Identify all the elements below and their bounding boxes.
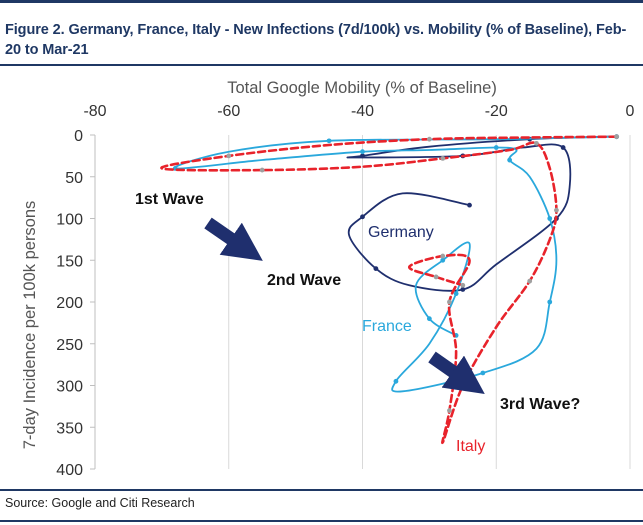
series-point-germany: [560, 145, 566, 150]
mobility-vs-incidence-chart: -80 -60 -40 -20 0 0 50 100 150 200 250 300 350 400 1s…: [21, 79, 635, 479]
annotation-layer: 1st Wave 2nd Wave 3rd Wave?: [135, 191, 580, 413]
series-line-italy: [160, 135, 618, 445]
series-point-italy: [614, 134, 620, 140]
wave-arrow-1: [204, 217, 263, 261]
series-point-france: [493, 145, 499, 150]
y-tick-label: 250: [56, 337, 83, 354]
x-tick-label: -20: [485, 103, 508, 120]
y-tick-label: 300: [56, 379, 83, 396]
series-point-germany: [360, 214, 365, 220]
series-point-italy: [433, 274, 439, 280]
series-point-italy: [426, 136, 432, 142]
series-point-italy: [226, 153, 232, 159]
x-tick-label: -60: [217, 103, 240, 120]
annotation-3rd-wave: 3rd Wave?: [500, 396, 580, 413]
series-point-italy: [259, 167, 265, 173]
series-point-germany: [460, 287, 466, 292]
series-point-germany: [360, 153, 365, 159]
annotation-2nd-wave: 2nd Wave: [267, 272, 341, 289]
y-tick-label: 150: [56, 253, 83, 270]
series-layer: [160, 134, 620, 445]
source-rule-top: [0, 489, 643, 491]
y-tick-label: 400: [56, 462, 83, 479]
series-line-france: [173, 135, 618, 393]
series-point-germany: [373, 266, 379, 271]
series-point-germany: [467, 202, 472, 208]
series-point-italy: [447, 408, 452, 413]
series-point-italy: [440, 253, 446, 259]
source-rule-bottom: [0, 520, 643, 522]
chart-area: -80 -60 -40 -20 0 0 50 100 150 200 250 300 350 400 1s…: [0, 67, 643, 492]
series-point-france: [547, 299, 553, 305]
series-point-france: [507, 157, 513, 163]
series-point-italy: [460, 282, 466, 288]
axis-layer: -80 -60 -40 -20 0 0 50 100 150 200 250 300 350 400: [56, 103, 634, 479]
x-axis-title: Total Google Mobility (% of Baseline): [227, 79, 497, 97]
series-point-france: [440, 257, 446, 263]
wave-arrow-2: [428, 351, 485, 394]
series-point-france: [360, 149, 365, 155]
series-line-germany: [346, 135, 618, 292]
series-point-italy: [440, 155, 446, 161]
series-point-france: [547, 216, 553, 221]
title-rule-top: [0, 0, 643, 3]
series-point-italy: [447, 299, 452, 305]
y-tick-label: 200: [56, 295, 83, 312]
x-tick-label: -40: [351, 103, 374, 120]
label-layer: Germany France Italy: [362, 224, 485, 455]
y-tick-label: 50: [65, 170, 83, 187]
title-rule-bottom: [0, 64, 643, 66]
series-point-france: [393, 378, 399, 384]
series-point-italy: [554, 207, 559, 213]
annotation-1st-wave: 1st Wave: [135, 191, 204, 208]
source-note: Source: Google and Citi Research: [5, 496, 195, 510]
y-tick-label: 0: [74, 128, 83, 145]
series-label-france: France: [362, 318, 412, 335]
series-point-france: [453, 291, 459, 297]
y-tick-label: 100: [56, 212, 83, 229]
series-point-france: [480, 370, 486, 376]
x-tick-label: -80: [83, 103, 106, 120]
series-point-italy: [533, 140, 539, 146]
series-point-france: [326, 138, 332, 144]
y-axis-title: 7-day Incidence per 100k persons: [21, 201, 39, 450]
series-point-france: [426, 316, 432, 322]
y-tick-label: 350: [56, 420, 83, 437]
series-point-italy: [527, 278, 533, 284]
series-label-italy: Italy: [456, 438, 485, 455]
x-tick-label: 0: [626, 103, 635, 120]
figure-title: Figure 2. Germany, France, Italy - New I…: [5, 22, 627, 58]
series-label-germany: Germany: [368, 224, 434, 241]
title-bar: Figure 2. Germany, France, Italy - New I…: [0, 0, 643, 64]
